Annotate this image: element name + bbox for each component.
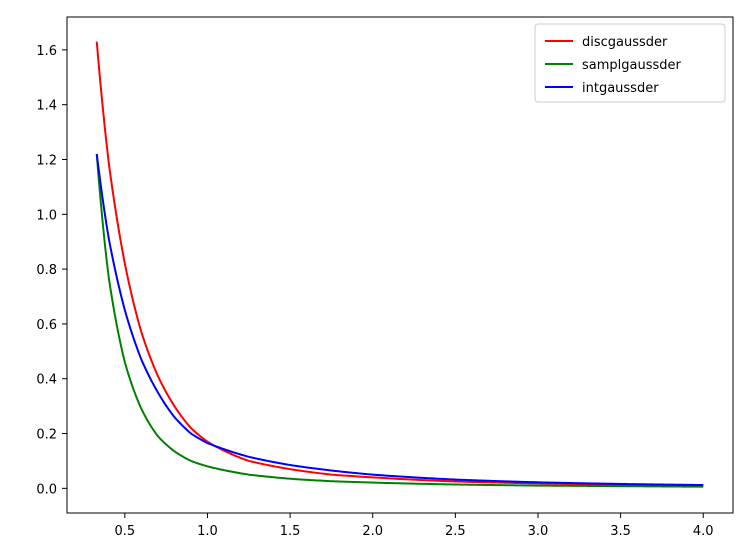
series-line-intgaussder <box>95 153 704 487</box>
y-tick-label: 1.6 <box>36 44 57 59</box>
y-tick-label: 0.2 <box>36 428 57 443</box>
y-tick-label: 0.0 <box>36 482 57 497</box>
y-tick-label: 1.0 <box>36 208 57 223</box>
legend-box <box>534 23 726 103</box>
x-tick-label: 2.5 <box>445 524 466 539</box>
y-tick-label: 0.6 <box>36 318 57 333</box>
x-tick-label: 3.0 <box>528 524 549 539</box>
x-axis-ticks: 0.5 1.0 1.5 2.0 2.5 3.0 3.5 4.0 <box>114 513 714 539</box>
y-tick-label: 0.4 <box>36 373 57 388</box>
legend-label-intgaussder: intgaussder <box>582 81 659 96</box>
x-tick-label: 0.5 <box>114 524 135 539</box>
y-tick-label: 0.8 <box>36 263 57 278</box>
series-line-samplgaussder <box>95 153 704 488</box>
x-tick-label: 4.0 <box>693 524 714 539</box>
x-tick-label: 1.5 <box>280 524 301 539</box>
series-layer <box>95 41 704 488</box>
legend-label-samplgaussder: samplgaussder <box>582 58 682 73</box>
x-tick-label: 1.0 <box>197 524 218 539</box>
legend: discgaussder samplgaussder intgaussder <box>534 23 726 103</box>
y-axis-ticks: 0.0 0.2 0.4 0.6 0.8 1.0 1.2 1.4 1.6 <box>36 44 67 497</box>
y-tick-label: 1.2 <box>36 153 57 168</box>
y-tick-label: 1.4 <box>36 99 57 114</box>
x-tick-label: 3.5 <box>610 524 631 539</box>
x-tick-label: 2.0 <box>362 524 383 539</box>
legend-label-discgaussder: discgaussder <box>582 35 668 50</box>
